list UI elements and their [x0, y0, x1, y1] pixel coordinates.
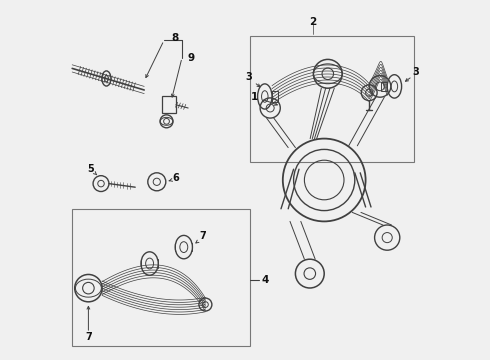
Text: 6: 6: [172, 173, 179, 183]
Text: 7: 7: [199, 231, 206, 241]
Text: 1: 1: [250, 92, 258, 102]
Text: 7: 7: [85, 332, 92, 342]
Bar: [162, 96, 176, 113]
Bar: [72, 209, 250, 346]
Text: 9: 9: [187, 53, 195, 63]
Text: 8: 8: [171, 33, 178, 43]
Text: 2: 2: [309, 17, 316, 27]
Bar: [250, 36, 414, 162]
Text: 4: 4: [261, 275, 269, 285]
Text: 5: 5: [87, 164, 94, 174]
Bar: [381, 82, 387, 91]
Text: 3: 3: [245, 72, 252, 82]
Bar: [272, 91, 278, 102]
Text: 3: 3: [413, 67, 419, 77]
